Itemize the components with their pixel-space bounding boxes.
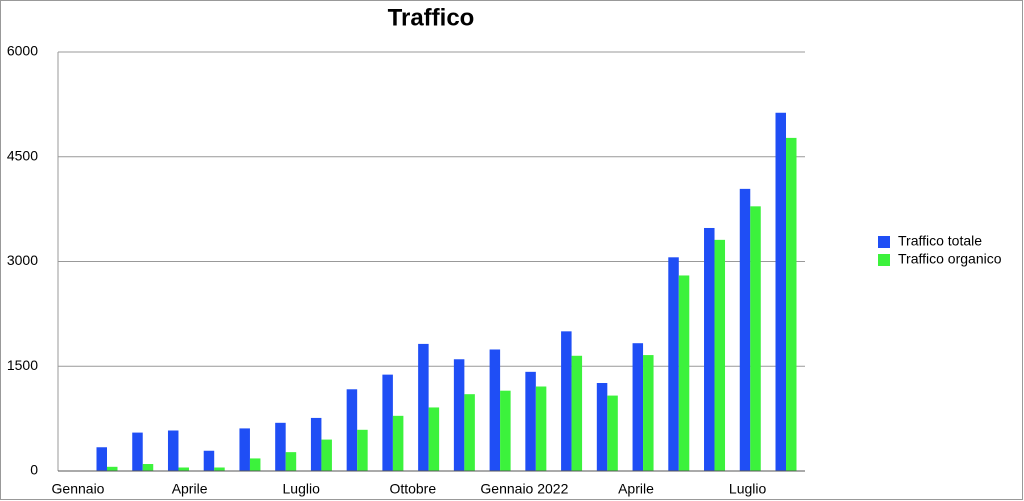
legend-swatch bbox=[878, 236, 890, 248]
bar bbox=[786, 137, 797, 471]
bar bbox=[418, 343, 429, 471]
x-tick-label: Luglio bbox=[729, 481, 767, 497]
bar bbox=[561, 331, 572, 471]
bar bbox=[392, 415, 404, 471]
bar bbox=[96, 447, 107, 471]
bar bbox=[596, 383, 608, 471]
bar bbox=[489, 349, 501, 471]
y-tick-label: 3000 bbox=[7, 252, 38, 268]
bar bbox=[500, 390, 511, 471]
bar bbox=[453, 359, 465, 471]
bar bbox=[239, 428, 250, 471]
bar bbox=[678, 275, 690, 471]
bar bbox=[535, 386, 547, 471]
bar bbox=[249, 458, 261, 471]
bar bbox=[357, 429, 368, 471]
bar bbox=[214, 467, 225, 471]
bar bbox=[310, 417, 322, 471]
bar bbox=[321, 439, 332, 471]
bar bbox=[750, 206, 761, 471]
legend-swatch bbox=[878, 254, 890, 266]
bar bbox=[607, 395, 618, 471]
bar bbox=[428, 407, 440, 471]
bar bbox=[775, 112, 786, 471]
x-tick-label: Aprile bbox=[172, 481, 208, 497]
x-tick-label: Gennaio 2022 bbox=[480, 481, 568, 497]
legend-label: Traffico totale bbox=[898, 233, 982, 249]
bar bbox=[739, 188, 751, 471]
bar bbox=[464, 394, 475, 471]
bar bbox=[132, 432, 143, 471]
bar bbox=[704, 227, 715, 471]
bar bbox=[178, 467, 189, 471]
x-tick-label: Luglio bbox=[283, 481, 321, 497]
x-tick-label: Aprile bbox=[618, 481, 654, 497]
bar bbox=[107, 466, 118, 471]
y-tick-label: 0 bbox=[30, 462, 38, 478]
legend-label: Traffico organico bbox=[898, 251, 1002, 267]
x-tick-label: Gennaio bbox=[52, 481, 105, 497]
bar bbox=[285, 452, 297, 471]
y-tick-label: 1500 bbox=[7, 357, 38, 373]
y-tick-label: 6000 bbox=[7, 43, 38, 59]
y-tick-label: 4500 bbox=[7, 147, 38, 163]
bar bbox=[275, 422, 286, 471]
bar bbox=[525, 371, 536, 471]
bar bbox=[714, 239, 726, 471]
bar bbox=[167, 430, 179, 471]
bar bbox=[346, 389, 358, 471]
bar bbox=[571, 355, 583, 471]
bar bbox=[142, 464, 154, 471]
chart-title: Traffico bbox=[388, 4, 475, 31]
bar bbox=[643, 355, 654, 471]
bar bbox=[203, 450, 215, 471]
bar bbox=[632, 343, 644, 471]
bar bbox=[382, 374, 393, 471]
bar bbox=[668, 257, 679, 471]
x-tick-label: Ottobre bbox=[389, 481, 436, 497]
